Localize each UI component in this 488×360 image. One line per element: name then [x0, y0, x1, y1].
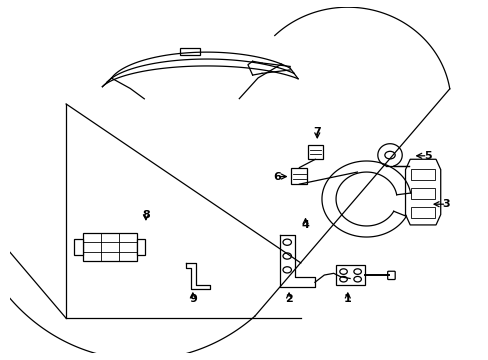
Text: 3: 3 — [442, 199, 449, 209]
FancyBboxPatch shape — [335, 265, 365, 285]
Text: 5: 5 — [423, 151, 430, 161]
FancyBboxPatch shape — [410, 207, 434, 218]
Text: 6: 6 — [273, 172, 281, 181]
Text: 8: 8 — [142, 210, 149, 220]
Text: 4: 4 — [301, 220, 309, 230]
FancyBboxPatch shape — [410, 188, 434, 199]
FancyBboxPatch shape — [136, 239, 144, 255]
FancyBboxPatch shape — [82, 233, 136, 261]
FancyBboxPatch shape — [307, 145, 322, 159]
FancyBboxPatch shape — [74, 239, 82, 255]
FancyBboxPatch shape — [410, 169, 434, 180]
Text: 9: 9 — [188, 294, 196, 304]
FancyBboxPatch shape — [180, 48, 200, 55]
FancyBboxPatch shape — [387, 271, 394, 279]
Text: 1: 1 — [343, 294, 351, 304]
Text: 7: 7 — [313, 127, 321, 136]
FancyBboxPatch shape — [291, 167, 307, 184]
Text: 2: 2 — [285, 294, 292, 304]
